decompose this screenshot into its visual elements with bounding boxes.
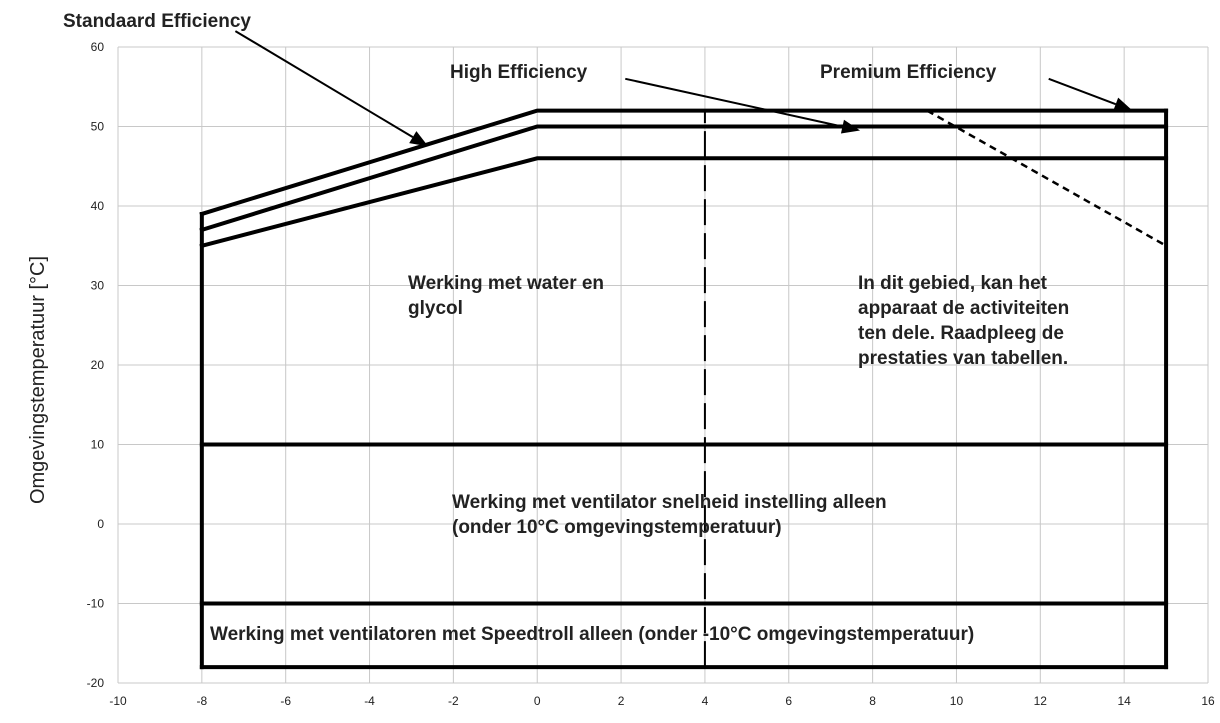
annotation-line: In dit gebied, kan het xyxy=(858,273,1048,294)
y-tick-label: 10 xyxy=(91,438,105,452)
label-arrow-shaft xyxy=(1048,77,1117,106)
x-tick-label: 12 xyxy=(1034,694,1048,708)
annotation-line: apparaat de activiteiten xyxy=(858,298,1069,319)
annotation-line: prestaties van tabellen. xyxy=(858,348,1068,369)
annotation-line: (onder 10°C omgevingstemperatuur) xyxy=(452,517,782,538)
label-arrow-head xyxy=(840,119,861,134)
x-tick-label: 10 xyxy=(950,694,964,708)
series-label: Standaard Efficiency xyxy=(63,11,251,32)
annotation-line: Werking met water en xyxy=(408,273,604,294)
x-tick-label: 16 xyxy=(1201,694,1215,708)
annotation-fan-speed: Werking met ventilator snelheid instelli… xyxy=(452,492,887,538)
standaard-efficiency-line xyxy=(199,108,1169,217)
annotation-line: Werking met ventilator snelheid instelli… xyxy=(452,492,887,513)
y-tick-label: 30 xyxy=(91,279,105,293)
series-label-arrows xyxy=(234,30,1133,147)
envelope-boundaries xyxy=(199,108,1169,670)
label-arrow-head xyxy=(1113,97,1133,111)
high-efficiency-line xyxy=(199,124,1169,233)
area-annotations: Werking met water en glycol In dit gebied,… xyxy=(210,273,1069,645)
x-tick-label: 6 xyxy=(785,694,792,708)
y-axis-label: Omgevingstemperatuur [°C] xyxy=(27,256,49,504)
label-arrow-head xyxy=(409,131,429,147)
x-tick-label: -8 xyxy=(197,694,208,708)
x-tick-label: -6 xyxy=(280,694,291,708)
y-tick-label: -10 xyxy=(87,597,105,611)
y-tick-label: -20 xyxy=(87,676,105,690)
x-tick-label: 2 xyxy=(618,694,625,708)
annotation-line: ten dele. Raadpleeg de xyxy=(858,323,1064,344)
dashed-diagonal xyxy=(926,109,1167,247)
y-tick-label: 40 xyxy=(91,199,105,213)
x-tick-labels: -10 -8 -6 -4 -2 0 2 4 6 8 10 12 14 16 xyxy=(109,694,1215,708)
x-tick-label: 14 xyxy=(1117,694,1131,708)
label-arrow-shaft xyxy=(234,30,414,138)
reference-lines xyxy=(703,109,1167,668)
series-labels: Standaard Efficiency High Efficiency Premi… xyxy=(63,11,997,83)
label-arrow-shaft xyxy=(625,77,843,128)
y-tick-label: 0 xyxy=(97,517,104,531)
x-tick-label: -2 xyxy=(448,694,459,708)
y-tick-label: 60 xyxy=(91,40,105,54)
efficiency-series xyxy=(199,108,1169,249)
annotation-partial-area: In dit gebied, kan het apparaat de activi… xyxy=(858,273,1069,369)
x-tick-label: -4 xyxy=(364,694,375,708)
x-tick-label: 4 xyxy=(702,694,709,708)
y-tick-labels: -20 -10 0 10 20 30 40 50 60 xyxy=(87,40,105,690)
x-tick-label: 0 xyxy=(534,694,541,708)
x-tick-label: 8 xyxy=(869,694,876,708)
x-tick-label: -10 xyxy=(109,694,127,708)
annotation-water-glycol: Werking met water en glycol xyxy=(408,273,604,319)
annotation-line: Werking met ventilatoren met Speedtroll … xyxy=(210,624,974,645)
annotation-line: glycol xyxy=(408,298,463,319)
series-label: High Efficiency xyxy=(450,62,588,83)
premium-efficiency-line xyxy=(199,156,1169,249)
y-tick-label: 50 xyxy=(91,120,105,134)
annotation-speedtroll: Werking met ventilatoren met Speedtroll … xyxy=(210,624,974,645)
y-tick-label: 20 xyxy=(91,358,105,372)
series-label: Premium Efficiency xyxy=(820,62,997,83)
